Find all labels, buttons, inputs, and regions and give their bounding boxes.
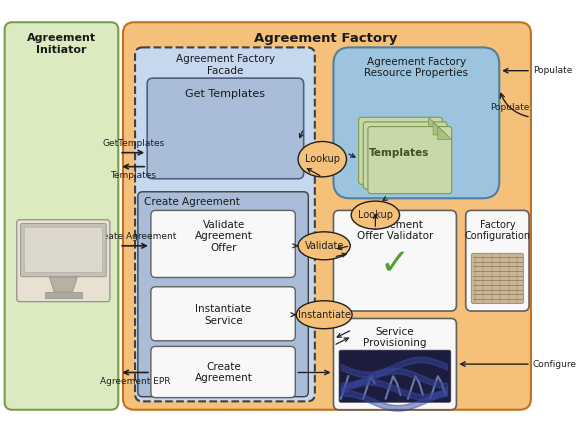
Text: Agreement Factory
Resource Properties: Agreement Factory Resource Properties <box>365 57 468 78</box>
FancyBboxPatch shape <box>334 48 499 198</box>
Polygon shape <box>50 277 77 292</box>
FancyBboxPatch shape <box>138 192 308 397</box>
Text: Lookup: Lookup <box>305 154 340 164</box>
Ellipse shape <box>296 301 352 329</box>
Text: Validate
Agreement
Offer: Validate Agreement Offer <box>195 220 252 253</box>
Text: Agreement Factory: Agreement Factory <box>255 32 397 44</box>
Text: Instantiate
Service: Instantiate Service <box>195 304 252 326</box>
Text: Agreement EPR: Agreement EPR <box>100 377 170 386</box>
Text: Get Templates: Get Templates <box>185 89 266 99</box>
Text: Agreement
Initiator: Agreement Initiator <box>27 33 96 55</box>
Ellipse shape <box>298 142 347 177</box>
FancyBboxPatch shape <box>147 78 304 179</box>
Text: Service
Provisioning
System: Service Provisioning System <box>363 327 427 360</box>
Polygon shape <box>429 117 442 130</box>
FancyBboxPatch shape <box>334 210 456 311</box>
Ellipse shape <box>351 201 400 229</box>
FancyBboxPatch shape <box>5 22 118 410</box>
Text: Create Agreement: Create Agreement <box>145 197 240 207</box>
FancyBboxPatch shape <box>151 287 295 341</box>
FancyBboxPatch shape <box>21 223 106 277</box>
FancyBboxPatch shape <box>17 220 110 302</box>
Text: Templates: Templates <box>369 148 429 158</box>
FancyBboxPatch shape <box>466 210 529 311</box>
Text: Templates: Templates <box>110 172 156 180</box>
Text: Create
Agreement: Create Agreement <box>195 362 252 383</box>
FancyBboxPatch shape <box>368 127 452 194</box>
FancyBboxPatch shape <box>339 350 451 402</box>
FancyBboxPatch shape <box>334 318 456 410</box>
Text: Validate: Validate <box>305 241 344 251</box>
Text: ✓: ✓ <box>380 248 410 281</box>
Text: Instantiate: Instantiate <box>298 310 351 320</box>
Text: Agreement
Offer Validator: Agreement Offer Validator <box>357 220 433 241</box>
Text: Create Agreement: Create Agreement <box>93 232 177 241</box>
FancyBboxPatch shape <box>24 227 103 272</box>
FancyBboxPatch shape <box>123 22 531 410</box>
Polygon shape <box>433 122 447 135</box>
Text: Lookup: Lookup <box>358 210 393 220</box>
FancyBboxPatch shape <box>135 48 315 401</box>
Text: Populate: Populate <box>490 103 529 112</box>
Text: Factory
Configuration: Factory Configuration <box>464 220 530 241</box>
FancyBboxPatch shape <box>363 122 447 189</box>
FancyBboxPatch shape <box>471 253 524 304</box>
FancyBboxPatch shape <box>151 210 295 277</box>
Text: Configure: Configure <box>533 359 576 368</box>
FancyBboxPatch shape <box>151 346 295 397</box>
Polygon shape <box>45 292 82 298</box>
Text: Agreement Factory
Facade: Agreement Factory Facade <box>176 54 275 76</box>
Ellipse shape <box>298 232 350 260</box>
Text: Populate: Populate <box>533 66 572 75</box>
FancyBboxPatch shape <box>359 117 442 184</box>
Polygon shape <box>438 127 452 140</box>
Text: GetTemplates: GetTemplates <box>102 139 164 148</box>
